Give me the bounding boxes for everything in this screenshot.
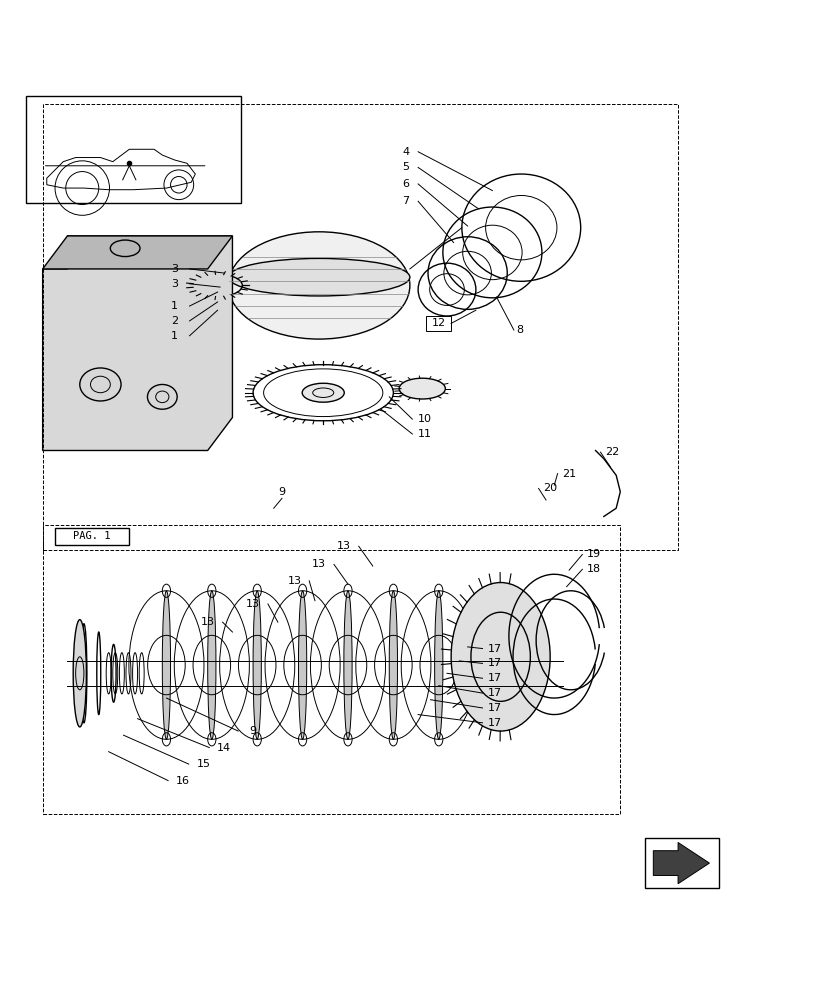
Text: 13: 13 <box>287 576 301 586</box>
Text: 3: 3 <box>171 264 178 274</box>
Text: 19: 19 <box>586 549 600 559</box>
Text: 3: 3 <box>171 279 178 289</box>
Ellipse shape <box>434 591 442 739</box>
Ellipse shape <box>302 383 344 402</box>
Ellipse shape <box>343 591 351 739</box>
Text: 14: 14 <box>217 743 231 753</box>
Text: 6: 6 <box>402 179 409 189</box>
Bar <box>644 838 719 888</box>
Text: 17: 17 <box>487 673 501 683</box>
Text: 9: 9 <box>278 487 285 497</box>
Text: 13: 13 <box>312 559 326 569</box>
Text: 1: 1 <box>171 331 178 341</box>
Ellipse shape <box>389 591 397 739</box>
Text: 16: 16 <box>175 776 189 786</box>
Text: 15: 15 <box>196 759 210 769</box>
Ellipse shape <box>228 258 409 296</box>
Text: 4: 4 <box>402 147 409 157</box>
Text: 2: 2 <box>171 316 178 326</box>
Ellipse shape <box>73 620 86 727</box>
Text: 13: 13 <box>246 599 260 609</box>
Text: 10: 10 <box>418 414 431 424</box>
Text: 11: 11 <box>418 429 431 439</box>
Polygon shape <box>43 236 232 450</box>
Text: 17: 17 <box>487 703 501 713</box>
Text: 8: 8 <box>515 325 523 335</box>
Text: 9: 9 <box>249 726 256 736</box>
Bar <box>55 528 129 545</box>
Polygon shape <box>43 236 232 269</box>
Polygon shape <box>653 842 709 884</box>
Text: 20: 20 <box>543 483 557 493</box>
Text: 12: 12 <box>431 318 445 328</box>
Ellipse shape <box>162 591 170 739</box>
Bar <box>426 316 451 331</box>
Text: 17: 17 <box>487 688 501 698</box>
Ellipse shape <box>399 378 445 399</box>
Ellipse shape <box>253 591 261 739</box>
Text: 13: 13 <box>337 541 351 551</box>
Ellipse shape <box>228 232 409 339</box>
Text: 22: 22 <box>605 447 619 457</box>
Ellipse shape <box>208 591 216 739</box>
Text: 13: 13 <box>200 617 214 627</box>
Text: 17: 17 <box>487 718 501 728</box>
Text: 17: 17 <box>487 644 501 654</box>
Ellipse shape <box>298 591 306 739</box>
Text: 7: 7 <box>402 196 409 206</box>
Text: 18: 18 <box>586 564 600 574</box>
Text: 17: 17 <box>487 658 501 668</box>
Text: 1: 1 <box>171 301 178 311</box>
Text: PAG. 1: PAG. 1 <box>74 531 111 541</box>
Text: 21: 21 <box>562 469 576 479</box>
Bar <box>26 96 241 203</box>
Text: 5: 5 <box>402 162 409 172</box>
Ellipse shape <box>451 583 549 731</box>
